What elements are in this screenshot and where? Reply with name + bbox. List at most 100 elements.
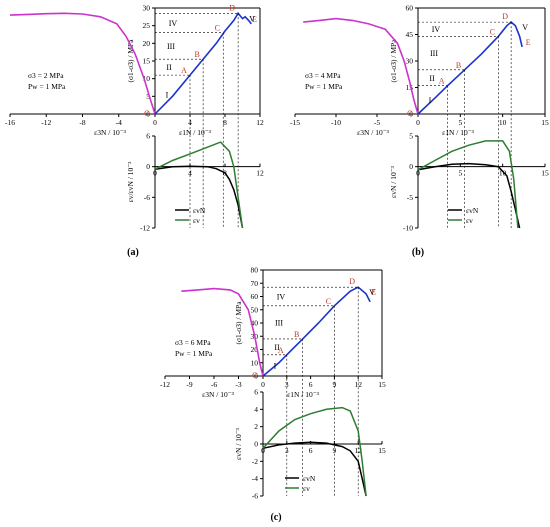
panel-b-top-xtick-label: 15 [541,118,549,127]
panel-a-stage-V: V [249,14,255,23]
panel-b-top-xlabel-right: ε1N / 10⁻³ [442,128,475,137]
panel-b-bot-xtick-label: 15 [541,169,549,178]
panel-a-bot-ytick-label: 6 [146,132,150,141]
panel-a-tag: (a) [127,247,139,258]
panel-c-top-xtick-label: -9 [186,380,192,389]
panel-c-bot-xtick-label: 9 [333,446,337,455]
panel-c-top-xtick-label: 6 [309,380,313,389]
panel-a-top-xtick-label: 8 [223,118,227,127]
panel-a-top-xtick-label: 4 [188,118,192,127]
panel-a-point-A: A [181,66,187,75]
panel-b-stage-III: III [430,49,438,58]
panel-b-bot-xtick-label: 0 [416,169,420,178]
panel-c-volumetric-curve-0 [262,441,367,497]
panel-c-point-D: D [349,277,355,286]
panel-a-volumetric-curve-1 [154,141,244,229]
panel-c-bot-ytick-label: -2 [252,457,258,466]
panel-a-bot-xtick-label: 4 [188,169,192,178]
panel-c-top-ytick-label: 80 [251,266,259,275]
panel-b-top-ylabel: (σ1-σ3) / MPa [389,39,398,83]
panel-b-tag: (b) [412,247,424,258]
panel-a-top-xtick-label: 0 [153,118,157,127]
panel-c-axial-strain-curve [262,286,371,377]
panel-b-top-ytick-label: 60 [406,4,414,13]
panel-a-pore-pressure-label: Pw = 1 MPa [28,82,66,91]
panel-c-legend-label-1: εv [303,484,310,493]
panel-c-pore-pressure-label: Pw = 1 MPa [175,349,213,358]
panel-c-stage-III: III [275,318,283,327]
panel-a-top-xlabel-right: ε1N / 10⁻³ [179,128,212,137]
panel-b-top-xtick-label: -5 [374,118,380,127]
panel-c-top-xtick-label: -6 [211,380,217,389]
panel-b-point-C: C [490,27,495,36]
panel-a-point-E: E [252,15,257,24]
panel-c-tag: (c) [270,512,281,523]
panel-b-point-A: A [439,77,445,86]
panel-a-bot-ytick-label: -12 [140,224,150,233]
panel-c-bot-ytick-label: -6 [252,492,258,501]
panel-a-confining-label: σ3 = 2 MPa [28,71,64,80]
panel-c-bot-xtick-label: 0 [261,446,265,455]
panel-c-bot-ytick-label: 0 [254,440,258,449]
panel-c-stage-IV: IV [277,293,286,302]
panel-b-lateral-strain-curve [303,17,419,115]
panel-a-top-xtick-label: -16 [5,118,15,127]
panel-a-legend-label-1: εv [193,216,200,225]
panel-c-top-ytick-label: 50 [251,305,259,314]
panel-a-top-ytick-label: 15 [143,57,151,66]
panel-c-top-ylabel: (σ1-σ3) / MPa [234,301,243,345]
panel-c-top-ytick-label: 60 [251,292,259,301]
panel-c-bot-xtick-label: 3 [285,446,289,455]
panel-b-confining-label: σ3 = 4 MPa [305,71,341,80]
panel-a-lateral-strain-curve [9,12,156,115]
panel-c-point-C: C [326,297,331,306]
panel-b-axial-strain-curve [417,21,523,115]
panel-c-top-xtick-label: 0 [261,380,265,389]
panel-a-top-ytick-label: 10 [143,74,151,83]
panel-a-bot-ytick-label: 0 [146,162,150,171]
panel-c-bot-ytick-label: 4 [254,405,258,414]
panel-a-point-D: D [229,3,235,12]
panel-c-bot-ytick-label: 2 [254,422,258,431]
panel-b-top-xtick-label: -10 [331,118,341,127]
panel-c-legend-label-0: εvN [303,474,316,483]
panel-b-bot-ytick-label: -10 [403,224,413,233]
panel-b-volumetric-curve-0 [417,162,521,229]
panel-c-point-E: E [371,288,376,297]
panel-c-bot-ytick-label: 6 [254,388,258,397]
panel-a-top-ytick-label: 25 [143,21,151,30]
panel-a-point-C: C [215,24,220,33]
panel-a-point-B: B [194,50,199,59]
panel-a-stage-I: I [166,91,169,100]
panel-b-top-xtick-label: 0 [416,118,420,127]
panel-b-volumetric-curve-1 [417,140,519,229]
panel-b-top-xtick-label: -15 [290,118,300,127]
panel-b-point-D: D [502,12,508,21]
panel-b-bot-xtick-label: 10 [499,169,507,178]
panel-b-stage-II: II [429,74,435,83]
panel-b-legend-label-0: εvN [466,206,479,215]
panel-b-top-ytick-label: 30 [406,57,414,66]
panel-a-stage-IV: IV [169,19,178,28]
panel-b-bot-ylabel: εvN / 10⁻³ [389,165,398,198]
panel-a-top-xtick-label: -4 [116,118,122,127]
panel-a-point-O: O [144,109,150,118]
panel-a-top-ytick-label: 5 [146,92,150,101]
panel-c-bot-ytick-label: -4 [252,474,258,483]
panel-c-top-xlabel-left: ε3N / 10⁻³ [202,390,235,399]
panel-b-top-xtick-label: 5 [458,118,462,127]
panel-c-point-B: B [294,330,299,339]
panel-a-legend-label-0: εvN [193,206,206,215]
panel-b-stage-V: V [522,23,528,32]
panel-c-bot-xtick-label: 12 [354,446,362,455]
panel-a-top-xlabel-left: ε3N / 10⁻³ [94,128,127,137]
panel-b-top-ytick-label: 45 [406,30,414,39]
panel-c-top-ytick-label: 0 [254,372,258,381]
panel-c-top-ytick-label: 70 [251,279,259,288]
panel-a-top-ytick-label: 20 [143,39,151,48]
panel-b-legend-label-1: εv [466,216,473,225]
panel-b-pore-pressure-label: Pw = 1 MPa [305,82,343,91]
panel-c-top-xtick-label: -12 [160,380,170,389]
panel-c-top-xtick-label: 9 [333,380,337,389]
panel-c-point-O: O [252,371,258,380]
